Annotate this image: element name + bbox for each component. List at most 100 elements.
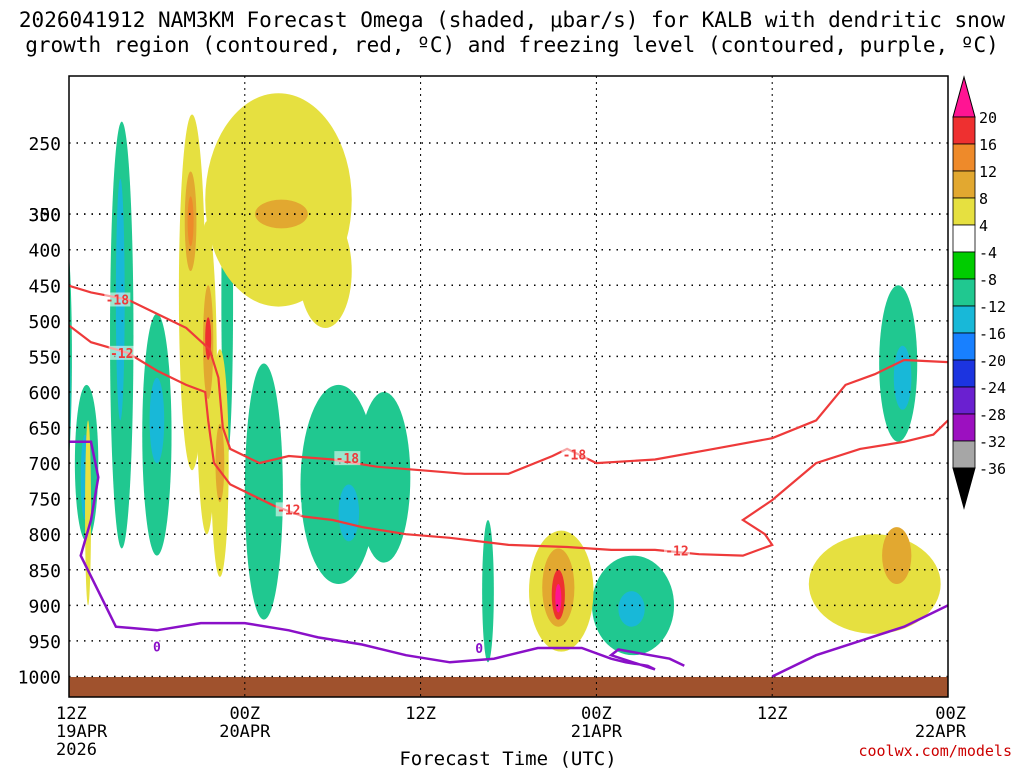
colorbar-segment [952,440,976,469]
x-tick-label: 12Z [757,704,788,724]
x-tick-label: 00Z [935,704,966,724]
colorbar-segment [952,197,976,226]
colorbar-label: -36 [979,460,1006,478]
y-tick-750: 750 [28,490,61,511]
colorbar-segment [952,116,976,145]
omega-region [149,377,165,464]
contour-label-bg [108,345,135,360]
contour-label-bg [104,292,131,307]
contour-label-bg [474,641,485,656]
colorbar-label: -24 [979,379,1006,397]
y-tick-600: 600 [28,383,61,404]
contour-label-freezing-1: 0 [474,641,485,657]
contour-label-dgz-2: -18 [334,451,361,467]
dgz-contour-0 [69,284,948,475]
contour-lines [69,284,948,678]
x-tick-label: 00Z [581,704,612,724]
colorbar-label: 8 [979,190,988,208]
contour-label-dgz-4: -18 [561,447,588,464]
y-tick-550: 550 [28,347,61,368]
colorbar-segment [952,170,976,199]
omega-region [299,214,352,328]
omega-region [893,345,912,410]
contour-label-freezing-0: 0 [151,639,162,656]
contour-label-bg [561,447,588,462]
contour-label-text: -12 [110,347,133,362]
omega-region [357,391,411,563]
colorbar-label: 16 [979,136,997,154]
colorbar-label: 20 [979,109,997,127]
contour-label-dgz-3: -12 [275,502,302,518]
omega-region [85,420,92,606]
contour-label-text: -12 [277,503,300,518]
colorbar-segment [952,305,976,334]
y-tick-450: 450 [28,276,61,297]
x-axis-label: Forecast Time (UTC) [399,748,616,768]
contour-label-text: -18 [336,452,360,467]
contour-labels: -18 -12 -18 -12 -18 -12 0 0 [104,292,690,657]
credit-text: coolwx.com/models [858,742,1012,760]
contour-label-dgz-5: -12 [663,543,690,560]
colorbar-segment [952,332,976,361]
freezing-contour-1 [771,604,948,678]
colorbar-label: -32 [979,433,1006,451]
colorbar-segment [952,413,976,442]
colorbar: 20 16 12 8 4 -4 -8 -12 -16 -20 -24 -28 -32 -36 [952,75,1006,510]
x-tick-label: 12Z [56,704,87,724]
colorbar-label: -4 [979,244,997,262]
chart-title-line1: 2026041912 NAM3KM Forecast Omega (shaded… [18,8,1006,32]
omega-region [555,584,562,613]
contour-label-text: 0 [153,641,161,656]
contour-label-text: -18 [106,293,130,308]
y-tick-350: 350 [28,205,61,226]
contour-label-bg [275,502,302,517]
y-tick-800: 800 [28,525,61,546]
colorbar-label: -16 [979,325,1006,343]
y-tick-300: 300 [28,205,61,226]
y-tick-1000: 1000 [18,668,61,689]
x-tick-label: 12Z [405,704,436,724]
chart-title-line2: growth region (contoured, red, ºC) and f… [25,33,999,57]
y-tick-650: 650 [28,419,61,440]
colorbar-label: -12 [979,298,1006,316]
freezing-contour-0 [69,440,685,671]
colorbar-label: -28 [979,406,1006,424]
dgz-contour-1 [69,324,948,557]
contour-label-text: -12 [665,545,688,560]
omega-region [300,384,377,585]
colorbar-segment [952,359,976,388]
colorbar-label: -8 [979,271,997,289]
ground-surface [69,677,948,697]
omega-region [618,591,645,627]
omega-region [187,196,194,247]
y-tick-500: 500 [28,312,61,333]
colorbar-bottom-arrow [952,467,976,510]
x-tick-year: 2026 [56,740,97,760]
contour-label-text: -18 [563,449,587,464]
contour-label-bg [663,543,690,558]
colorbar-label: -20 [979,352,1006,370]
contour-label-dgz-1: -12 [108,345,135,362]
contour-label-bg [334,451,361,466]
colorbar-label: 4 [979,217,988,235]
x-tick-date: 19APR [56,722,108,742]
contour-label-bg [151,639,162,654]
y-tick-850: 850 [28,561,61,582]
colorbar-label: 12 [979,163,997,181]
omega-region [255,199,308,229]
y-tick-250: 250 [28,134,61,155]
colorbar-segment [952,278,976,307]
contour-label-text: 0 [475,642,483,657]
x-tick-label: 00Z [229,704,260,724]
colorbar-segment [952,251,976,280]
plot-frame [68,75,949,698]
colorbar-segment [952,386,976,415]
colorbar-segment [952,143,976,172]
omega-region [244,363,283,620]
y-tick-700: 700 [28,454,61,475]
colorbar-top-arrow [952,75,976,118]
colorbar-segment [952,224,976,253]
